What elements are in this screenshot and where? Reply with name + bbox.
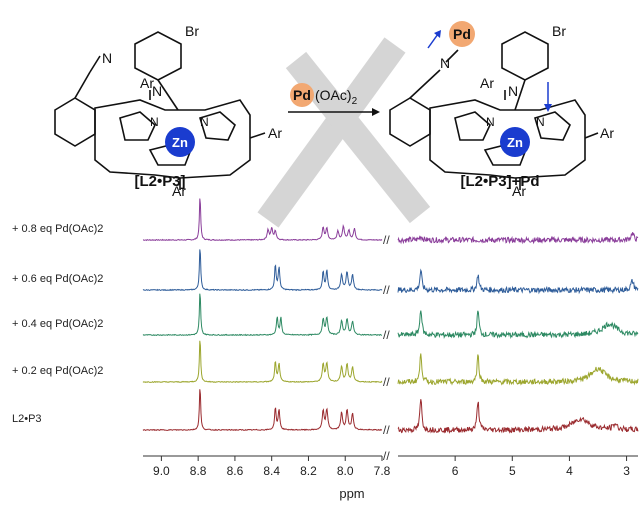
zn-label-left: Zn: [172, 135, 188, 150]
atom-n-ring-2-right: N: [536, 115, 545, 129]
atom-n-nitrile-right: N: [440, 55, 450, 71]
atom-n-pyridine-right: N: [508, 83, 518, 99]
spectrum-trace: [142, 198, 383, 242]
axis-break-mark: //: [383, 449, 390, 463]
zn-label-right: Zn: [507, 135, 523, 150]
label-l2p3-right: [L2•P3]: [460, 173, 511, 190]
spectrum-trace: [142, 293, 383, 337]
tick-label: 8.8: [190, 464, 207, 478]
pd-atom-right: [449, 21, 475, 47]
label-l2p3-pd-right: [L2•P3]+Pd: [460, 173, 539, 190]
atom-ar-right-right: Ar: [600, 125, 614, 141]
axis-break-mark: //: [383, 328, 390, 342]
oac-label: (OAc)2: [315, 87, 358, 107]
atom-n-ring-1-right: N: [486, 115, 495, 129]
spectrum-trace: [142, 389, 383, 432]
axis-break-mark: //: [383, 233, 390, 247]
reaction-arrowhead: [372, 108, 380, 116]
axis-break-mark: //: [383, 375, 390, 389]
series-label: + 0.2 eq Pd(OAc)2: [12, 365, 103, 377]
series-label: + 0.4 eq Pd(OAc)2: [12, 318, 103, 330]
blue-arrow-nitrile: [427, 33, 439, 49]
atom-n-ring-1-left: N: [150, 115, 159, 129]
atom-ar-bottom-right: Ar: [512, 183, 526, 199]
series-labels: + 0.8 eq Pd(OAc)2 + 0.6 eq Pd(OAc)2 + 0.4 …: [12, 223, 103, 425]
tick-label: 4: [566, 464, 573, 478]
zn-atom-left: [165, 127, 195, 157]
spectrum-trace: [397, 232, 639, 245]
atom-ar-top-right: Ar: [480, 75, 494, 91]
axis-break-mark: //: [383, 423, 390, 437]
label-pd-suffix: +Pd: [512, 173, 540, 190]
series-label: + 0.6 eq Pd(OAc)2: [12, 273, 103, 285]
spectrum-trace: [397, 399, 639, 434]
atom-ar-bottom-left: Ar: [172, 183, 186, 199]
molecule-left: [54, 31, 266, 190]
spectrum-trace: [397, 353, 639, 386]
atom-ar-top-left: Ar: [140, 75, 154, 91]
series-label: L2•P3: [12, 413, 42, 425]
x-axis-label: ppm: [339, 486, 364, 501]
tick-label: 8.0: [337, 464, 354, 478]
spectrum-trace: [397, 268, 639, 295]
tick-label: 5: [509, 464, 516, 478]
zn-atom-right: [500, 127, 530, 157]
atom-ar-right-left: Ar: [268, 125, 282, 141]
tick-label: 3: [623, 464, 630, 478]
atom-br-right: Br: [552, 23, 566, 39]
x-axis: 9.0 8.8 8.6 8.4 8.2 8.0 7.8 6 5 4 3 // ppm: [143, 449, 638, 501]
tick-label: 8.6: [227, 464, 244, 478]
atom-br-left: Br: [185, 23, 199, 39]
tick-label: 9.0: [153, 464, 170, 478]
tick-label: 8.4: [263, 464, 280, 478]
label-l2p3-left: [L2•P3]: [134, 173, 185, 190]
spectrum-trace: [142, 340, 383, 384]
tick-label: 8.2: [300, 464, 317, 478]
tick-label: 7.8: [374, 464, 391, 478]
pd-reagent-circle: [290, 83, 314, 107]
spectrum-trace: [142, 249, 383, 292]
pd-reagent-label: Pd: [293, 87, 311, 103]
pd-label-right: Pd: [453, 26, 471, 42]
series-label: + 0.8 eq Pd(OAc)2: [12, 223, 103, 235]
oac-subscript: 2: [352, 96, 358, 107]
nmr-spectra: // // // // //: [142, 198, 639, 437]
spectrum-trace: [397, 310, 639, 340]
cross-mark: [257, 37, 431, 228]
molecule-right: [389, 31, 599, 190]
atom-n-pyridine-left: N: [152, 83, 162, 99]
reaction-scheme: Br N N Ar Ar Ar N N Zn [L2•P3] Pd (OAc)2: [54, 21, 614, 228]
atom-n-nitrile-left: N: [102, 50, 112, 66]
axis-break-mark: //: [383, 283, 390, 297]
blue-arrowhead-nitrile: [434, 30, 441, 38]
atom-n-ring-2-left: N: [200, 115, 209, 129]
tick-label: 6: [452, 464, 459, 478]
oac-text: (OAc): [315, 87, 352, 103]
blue-arrowhead-pyridine: [544, 104, 552, 112]
